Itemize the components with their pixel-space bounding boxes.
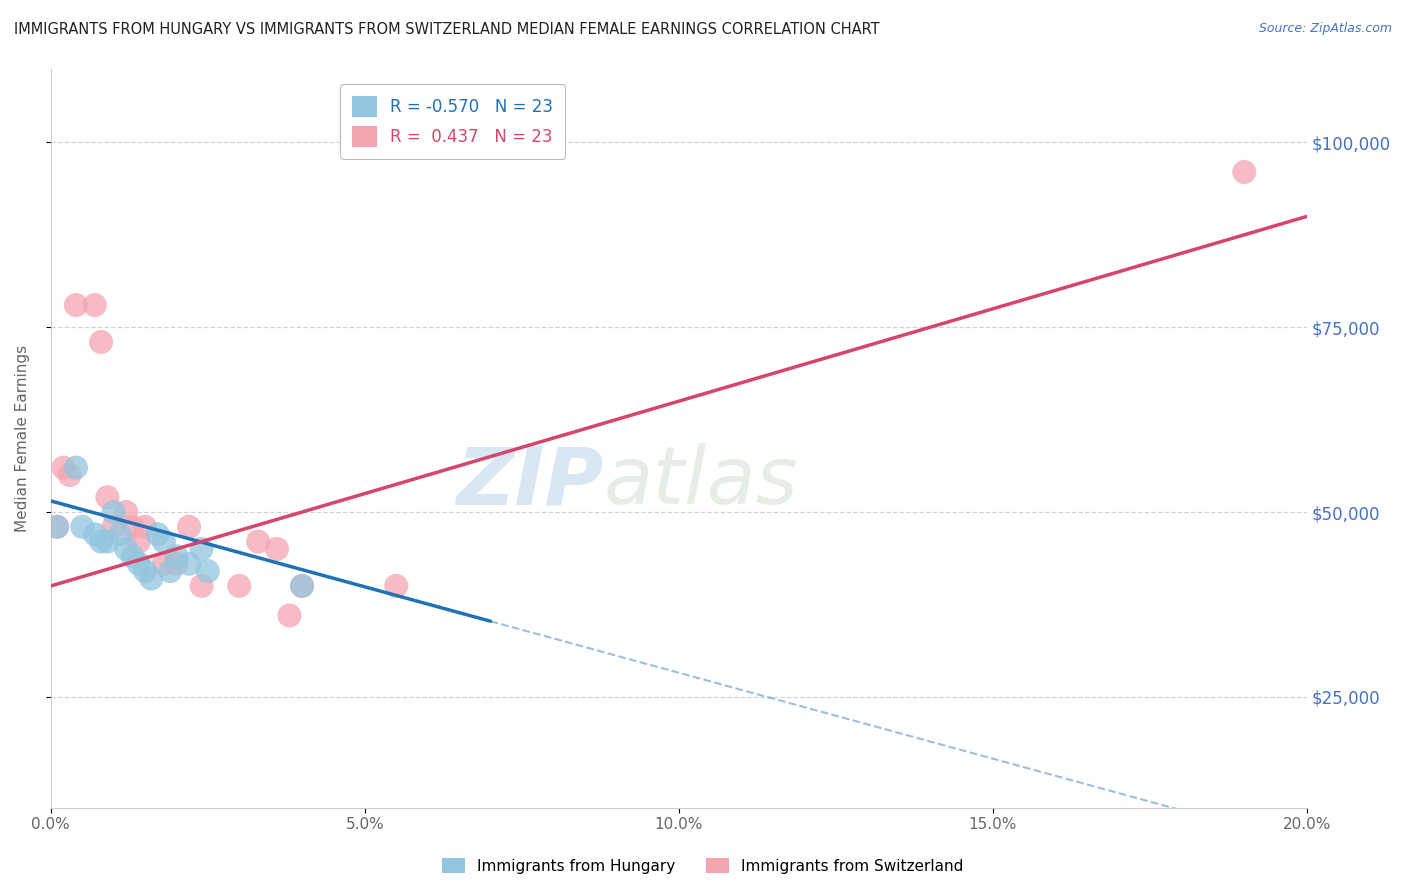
Point [52,460,75,475]
Point [165,557,187,571]
Point [46,520,69,534]
Legend: R = -0.570   N = 23, R =  0.437   N = 23: R = -0.570 N = 23, R = 0.437 N = 23 [340,84,565,159]
Point [96,490,118,504]
Point [291,579,314,593]
Point [90,534,112,549]
Point [103,505,125,519]
Point [115,541,138,556]
Point [134,564,156,578]
Point [83,298,105,312]
Point [103,520,125,534]
Point [190,541,212,556]
Text: ZIP: ZIP [456,443,603,522]
Point [83,527,105,541]
Point [90,334,112,349]
Point [159,564,181,578]
Point [291,579,314,593]
Point [121,549,143,564]
Point [247,534,270,549]
Point [266,541,288,556]
Point [65,460,87,475]
Point [115,505,138,519]
Point [278,608,301,623]
Point [153,534,176,549]
Point [141,572,163,586]
Legend: Immigrants from Hungary, Immigrants from Switzerland: Immigrants from Hungary, Immigrants from… [436,852,970,880]
Point [59,468,82,483]
Point [177,520,200,534]
Point [177,557,200,571]
Text: Source: ZipAtlas.com: Source: ZipAtlas.com [1258,22,1392,36]
Point [115,815,138,830]
Point [128,557,150,571]
Point [108,527,131,541]
Point [121,520,143,534]
Point [46,520,69,534]
Point [128,838,150,852]
Point [65,298,87,312]
Point [165,549,187,564]
Text: atlas: atlas [603,443,799,522]
Text: IMMIGRANTS FROM HUNGARY VS IMMIGRANTS FROM SWITZERLAND MEDIAN FEMALE EARNINGS CO: IMMIGRANTS FROM HUNGARY VS IMMIGRANTS FR… [14,22,880,37]
Point [197,564,219,578]
Point [146,527,169,541]
Point [228,579,250,593]
Y-axis label: Median Female Earnings: Median Female Earnings [15,344,30,532]
Point [70,520,93,534]
Point [128,534,150,549]
Point [1233,165,1256,179]
Point [96,534,118,549]
Point [134,520,156,534]
Point [385,579,408,593]
Point [190,579,212,593]
Point [153,557,176,571]
